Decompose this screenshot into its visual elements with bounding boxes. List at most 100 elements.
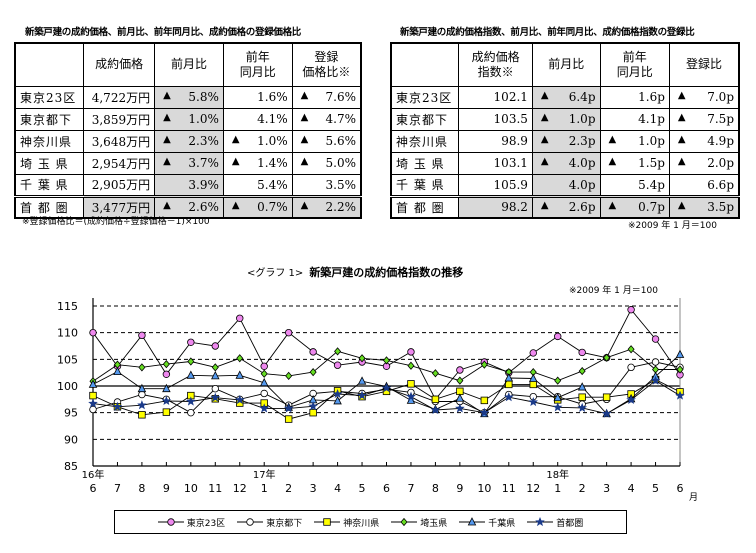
circle-legend-icon — [157, 518, 184, 526]
circle-marker-icon — [260, 389, 268, 398]
cell-value: 1.0% — [188, 112, 219, 126]
star-marker-icon — [259, 403, 269, 413]
year-label: 16年 — [82, 468, 105, 481]
cell-value: 4.0p — [568, 156, 596, 170]
cell-value: 4.1% — [257, 112, 288, 126]
cell-value: 3.7% — [188, 156, 219, 170]
price-cell: 3,859万円 — [83, 107, 156, 131]
mom-cell: ▲ 6.4p — [531, 85, 601, 109]
cell-value: 神奈川県 — [20, 134, 73, 149]
x-tick-label: 2 — [285, 482, 292, 495]
circle-marker-icon — [89, 328, 97, 337]
circle-marker-icon — [309, 348, 317, 356]
triangle-down-icon: ▲ — [540, 90, 549, 101]
diamond-marker-icon — [676, 365, 684, 374]
star-marker-icon — [430, 404, 441, 415]
circle-marker-icon — [651, 335, 660, 343]
star-marker-icon — [406, 391, 416, 401]
diamond-marker-icon — [382, 356, 391, 365]
diamond-marker-icon — [334, 347, 342, 356]
diamond-marker-icon — [211, 363, 219, 372]
table-row: 東京都下 3,859万円 ▲ 1.0% 4.1% ▲ 4.7% — [14, 107, 362, 131]
chart-legend: 東京23区 東京都下 神奈川県 埼玉県 千葉県 首都圏 — [114, 510, 627, 534]
x-tick-label: 10 — [477, 482, 491, 495]
square-marker-icon — [407, 380, 415, 388]
reg-cell: ▲ 2.2% — [291, 194, 362, 219]
star-marker-icon — [185, 396, 196, 406]
triangle-down-icon: ▲ — [163, 200, 171, 212]
cell-value: 4.0p — [568, 177, 596, 192]
circle-marker-icon — [246, 518, 254, 526]
cell-value: 6.4p — [568, 90, 596, 104]
x-tick-label: 10 — [184, 482, 198, 495]
table-row: 神奈川県 3,648万円 ▲ 2.3% ▲ 1.0% ▲ 5.6% — [14, 129, 362, 153]
year-label: 17年 — [253, 468, 276, 481]
series-首都圏 — [88, 375, 685, 418]
star-marker-icon — [535, 517, 546, 527]
triangle-down-icon: ▲ — [677, 90, 686, 101]
cell-value: 0.7p — [638, 200, 665, 215]
chart-title: <グラフ 1> 新築戸建の成約価格指数の推移 — [247, 264, 463, 280]
cell-value: 千 葉 県 — [20, 178, 69, 192]
triangle-down-icon: ▲ — [231, 200, 240, 212]
cell-value: 1.4% — [257, 156, 288, 170]
cell-value: 首 都 圏 — [396, 200, 445, 215]
reg-cell: ▲ 4.9p — [668, 129, 740, 153]
open-circle-legend-icon — [237, 518, 264, 526]
diamond-marker-icon — [431, 369, 439, 378]
cell-value: 2,954万円 — [91, 156, 151, 171]
price-cell: 2,954万円 — [83, 151, 156, 175]
cell-value: 98.9 — [501, 134, 528, 148]
table1-note: ※登録価格比＝(成約価格÷登録価格－1)×100 — [22, 217, 210, 227]
table-row: 東京都下 103.5 ▲ 1.0p 4.1p ▲ 7.5p — [390, 107, 740, 131]
chart-base-note: ※2009 年 1 月＝100 — [569, 286, 658, 296]
cell-value: 東京23区 — [20, 90, 77, 105]
header-price: 成約価格 — [83, 42, 156, 87]
triangle-marker-icon — [113, 366, 122, 376]
diamond-marker-icon — [480, 360, 488, 369]
triangle-marker-icon — [88, 379, 98, 388]
x-tick-label: 4 — [628, 482, 635, 495]
triangle-down-icon: ▲ — [163, 134, 171, 145]
x-tick-label: 9 — [163, 482, 170, 495]
triangle-down-icon: ▲ — [300, 156, 309, 167]
star-marker-icon — [528, 396, 538, 407]
circle-marker-icon — [138, 390, 146, 399]
reg-cell: ▲ 7.5p — [668, 107, 740, 131]
cell-value: 3,648万円 — [91, 134, 151, 149]
cell-value: 5.4p — [638, 177, 665, 192]
x-tick-label: 6 — [383, 482, 390, 495]
star-marker-icon — [88, 398, 98, 408]
cell-value: 4.9p — [707, 134, 734, 148]
x-tick-label: 1 — [554, 482, 561, 495]
region-name: 東京23区 — [390, 85, 460, 109]
y-tick-label: 100 — [57, 380, 78, 393]
square-marker-icon — [529, 380, 537, 389]
cell-value: 1.6p — [638, 90, 665, 104]
triangle-down-icon: ▲ — [163, 156, 171, 167]
chart-prefix: <グラフ 1> — [247, 268, 304, 279]
y-tick-label: 95 — [64, 407, 78, 420]
region-name: 神奈川県 — [390, 129, 460, 153]
index-cell: 102.1 — [458, 85, 533, 109]
triangle-down-icon: ▲ — [677, 112, 686, 123]
triangle-down-icon: ▲ — [540, 112, 549, 123]
triangle-marker-icon — [467, 517, 477, 526]
cell-value: 東京都下 — [20, 112, 73, 127]
star-marker-icon — [626, 394, 636, 404]
square-marker-icon — [323, 518, 331, 526]
yoy-cell: 1.6% — [222, 85, 293, 109]
triangle-down-icon: ▲ — [540, 134, 549, 145]
yoy-cell: 4.1% — [222, 107, 293, 131]
cell-value: 1.0p — [638, 134, 665, 148]
star-marker-icon — [577, 402, 588, 412]
header-reg: 登録 価格比※ — [291, 42, 362, 87]
x-tick-label: 11 — [502, 482, 516, 495]
cell-value: 1.5p — [638, 156, 665, 170]
yoy-cell: ▲ 0.7p — [599, 194, 670, 219]
cell-value: 5.4% — [257, 177, 288, 192]
cell-value: 0.7% — [257, 200, 288, 215]
circle-marker-icon — [162, 370, 171, 378]
mom-cell: ▲ 2.6p — [531, 194, 601, 219]
square-marker-icon — [480, 396, 489, 405]
